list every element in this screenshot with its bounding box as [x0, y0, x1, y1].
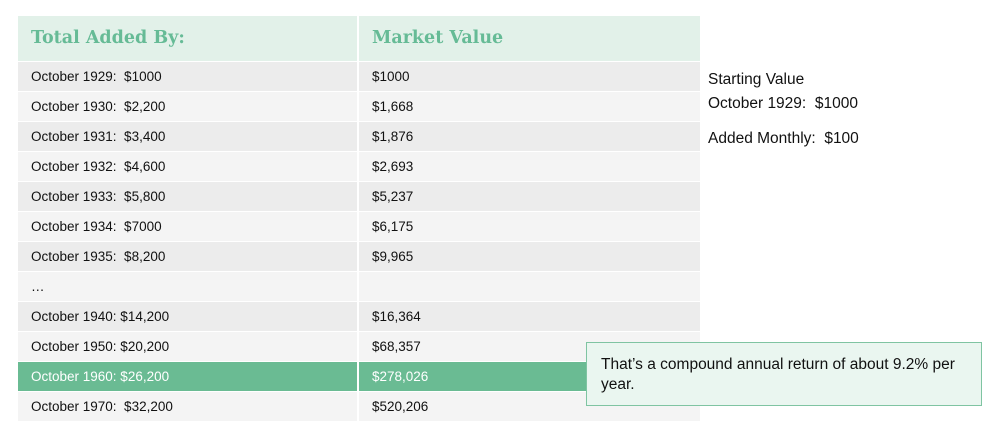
ellipsis-cell: …	[18, 272, 359, 301]
table-row: October 1930: $2,200 $1,668	[18, 92, 700, 122]
market-value-cell: $16,364	[372, 309, 421, 324]
added-monthly-text: Added Monthly: $100	[708, 130, 859, 147]
table-row: October 1934: $7000 $6,175	[18, 212, 700, 242]
table-row: October 1932: $4,600 $2,693	[18, 152, 700, 182]
market-value-cell: $9,965	[372, 249, 414, 264]
market-value-cell: $520,206	[372, 399, 429, 414]
table-row: October 1940: $14,200 $16,364	[18, 302, 700, 332]
total-added-cell: October 1960: $26,200	[18, 362, 359, 391]
header-total-added: Total Added By:	[18, 16, 359, 61]
table-row-ellipsis: …	[18, 272, 700, 302]
starting-value-label: Starting Value	[708, 71, 805, 88]
total-added-cell: October 1935: $8,200	[18, 242, 359, 271]
table-row: October 1931: $3,400 $1,876	[18, 122, 700, 152]
market-value-cell: $2,693	[372, 159, 414, 174]
market-value-cell: $278,026	[372, 369, 429, 384]
total-added-cell: October 1932: $4,600	[18, 152, 359, 181]
market-value-cell: $68,357	[372, 339, 421, 354]
table-row: October 1970: $32,200 $520,206	[18, 392, 700, 422]
total-added-cell: October 1930: $2,200	[18, 92, 359, 121]
total-added-cell: October 1931: $3,400	[18, 122, 359, 151]
total-added-cell: October 1940: $14,200	[18, 302, 359, 331]
header-market-value: Market Value	[372, 28, 504, 48]
total-added-cell: October 1970: $32,200	[18, 392, 359, 421]
compound-return-callout: That’s a compound annual return of about…	[586, 342, 982, 406]
total-added-cell: October 1950: $20,200	[18, 332, 359, 361]
market-value-cell: $5,237	[372, 189, 414, 204]
market-value-cell: $6,175	[372, 219, 414, 234]
total-added-cell: October 1929: $1000	[18, 62, 359, 91]
starting-value-text: October 1929: $1000	[708, 95, 858, 112]
callout-text: That’s a compound annual return of about…	[601, 356, 955, 393]
table-header: Total Added By: Market Value	[18, 16, 700, 62]
market-value-cell: $1000	[372, 69, 410, 84]
market-value-cell: $1,876	[372, 129, 414, 144]
returns-table: Total Added By: Market Value October 192…	[18, 16, 700, 422]
table-row: October 1929: $1000 $1000	[18, 62, 700, 92]
total-added-cell: October 1934: $7000	[18, 212, 359, 241]
market-value-cell	[359, 272, 700, 301]
total-added-cell: October 1933: $5,800	[18, 182, 359, 211]
table-row: October 1933: $5,800 $5,237	[18, 182, 700, 212]
market-value-cell: $1,668	[372, 99, 414, 114]
table-row: October 1935: $8,200 $9,965	[18, 242, 700, 272]
